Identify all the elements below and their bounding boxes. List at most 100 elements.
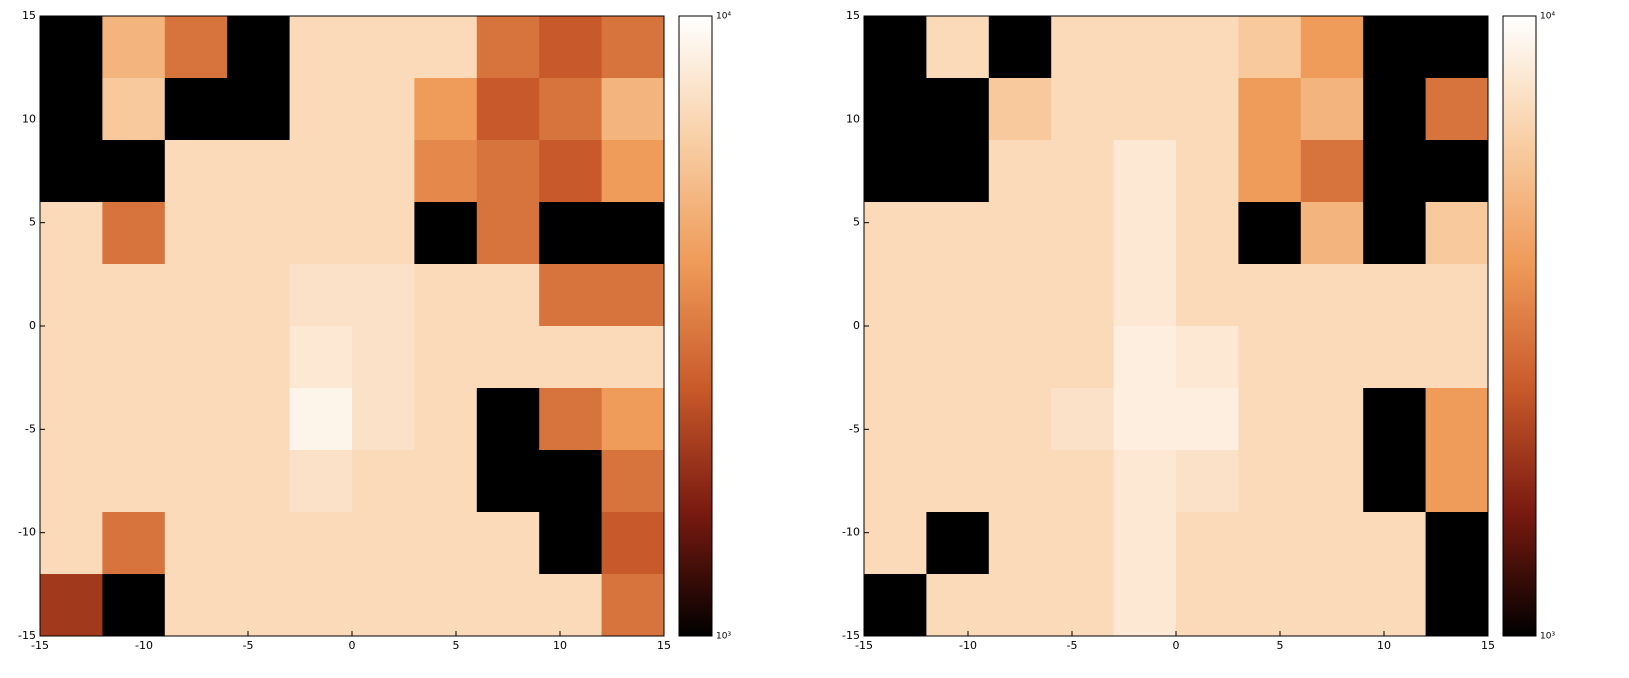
heatmap-cell: [539, 140, 603, 203]
heatmap-cell: [1176, 264, 1239, 327]
heatmap-cell: [926, 264, 990, 327]
heatmap-cell: [1238, 264, 1302, 327]
heatmap-cell: [102, 388, 166, 451]
heatmap-cell: [926, 326, 990, 389]
heatmap-cell: [864, 16, 927, 79]
heatmap-cell: [539, 574, 603, 637]
y-tick-label: 5: [853, 216, 860, 229]
heatmap-cell: [414, 574, 478, 637]
heatmap-cell: [1300, 512, 1364, 575]
heatmap-cell: [1425, 512, 1489, 575]
heatmap-cell: [164, 78, 228, 141]
heatmap-cell: [864, 574, 927, 637]
heatmap-cell: [40, 574, 103, 637]
colorbar-scale: [678, 15, 713, 637]
heatmap-cell: [414, 140, 478, 203]
heatmap-cell: [1238, 16, 1302, 79]
heatmap-cell: [289, 78, 353, 141]
y-tick-label: 10: [846, 112, 860, 125]
heatmap-cell: [1238, 574, 1302, 637]
heatmap-cell: [40, 450, 103, 513]
heatmap-cell: [476, 202, 540, 265]
x-tick-label: 0: [1173, 639, 1180, 652]
heatmap-cell: [164, 388, 228, 451]
heatmap-cell: [988, 264, 1052, 327]
heatmap-cell: [352, 326, 415, 389]
heatmap-cell: [926, 78, 990, 141]
heatmap-cell: [1363, 450, 1427, 513]
heatmap-cell: [601, 140, 665, 203]
heatmap-cell: [1176, 78, 1239, 141]
heatmap-cell: [102, 264, 166, 327]
colorbar: 10³ 10⁴: [1502, 12, 1555, 642]
heatmap-cell: [102, 512, 166, 575]
x-tick-label: -10: [959, 639, 977, 652]
heatmap-cell: [164, 326, 228, 389]
heatmap-cell: [1363, 78, 1427, 141]
heatmap-cell: [539, 264, 603, 327]
heatmap-cell: [926, 202, 990, 265]
heatmap-cell: [476, 450, 540, 513]
colorbar-tick-label: 10³: [1540, 632, 1555, 642]
heatmap-cell: [352, 202, 415, 265]
heatmap-cell: [1238, 326, 1302, 389]
heatmap-cell: [289, 16, 353, 79]
heatmap-cell: [539, 78, 603, 141]
heatmap-cell: [289, 264, 353, 327]
heatmap-cell: [1113, 264, 1177, 327]
heatmap-cell: [988, 140, 1052, 203]
heatmap-cell: [601, 16, 665, 79]
heatmap-cell: [164, 264, 228, 327]
heatmap-cell: [40, 326, 103, 389]
heatmap-cell: [289, 202, 353, 265]
heatmap-cell: [227, 450, 291, 513]
heatmap-cell: [414, 512, 478, 575]
heatmap-cell: [864, 140, 927, 203]
x-tick-label: -15: [855, 639, 873, 652]
heatmap-cell: [539, 326, 603, 389]
heatmap-cell: [539, 450, 603, 513]
heatmap-cell: [1300, 574, 1364, 637]
heatmap-cell: [1113, 512, 1177, 575]
heatmap-cell: [1051, 264, 1115, 327]
heatmap-panel: -15 -10 -5 0 5 10 15 -15 -10 -5 0 5 10 15: [842, 9, 1495, 652]
heatmap-cell: [227, 264, 291, 327]
heatmap-cell: [1051, 512, 1115, 575]
heatmap-cell: [476, 512, 540, 575]
colorbar-tick-label: 10⁴: [1540, 12, 1555, 22]
heatmap-cell: [1363, 512, 1427, 575]
heatmap-cell: [1176, 16, 1239, 79]
heatmap-cell: [40, 16, 103, 79]
heatmap-cell: [414, 388, 478, 451]
heatmap-cell: [539, 202, 603, 265]
y-tick-label: 10: [22, 112, 36, 125]
heatmap-cell: [1051, 202, 1115, 265]
heatmap-cell: [476, 264, 540, 327]
heatmap-cell: [102, 16, 166, 79]
y-tick-label: 15: [846, 9, 860, 22]
heatmap-cell: [601, 326, 665, 389]
heatmap-cell: [414, 16, 478, 79]
heatmap-cell: [1425, 264, 1489, 327]
heatmap-cell: [102, 574, 166, 637]
heatmap-cell: [227, 512, 291, 575]
heatmap-cell: [227, 16, 291, 79]
heatmap-cell: [1363, 140, 1427, 203]
heatmap-cell: [1425, 202, 1489, 265]
heatmap-cell: [414, 326, 478, 389]
heatmap-cell: [227, 574, 291, 637]
heatmap-cell: [1113, 450, 1177, 513]
heatmap-cell: [352, 388, 415, 451]
heatmap-cell: [476, 574, 540, 637]
x-tick-label: -5: [1067, 639, 1078, 652]
heatmap-cell: [1051, 140, 1115, 203]
heatmap-cell: [1425, 140, 1489, 203]
heatmap-cell: [1300, 388, 1364, 451]
heatmap-cell: [352, 512, 415, 575]
heatmap-panel: -15 -10 -5 0 5 10 15 -15 -10 -5 0 5 10 15: [18, 9, 671, 652]
heatmap-cell: [988, 388, 1052, 451]
heatmap-cell: [1238, 140, 1302, 203]
heatmap-cell: [164, 512, 228, 575]
heatmap-cell: [40, 140, 103, 203]
heatmap-cell: [476, 16, 540, 79]
